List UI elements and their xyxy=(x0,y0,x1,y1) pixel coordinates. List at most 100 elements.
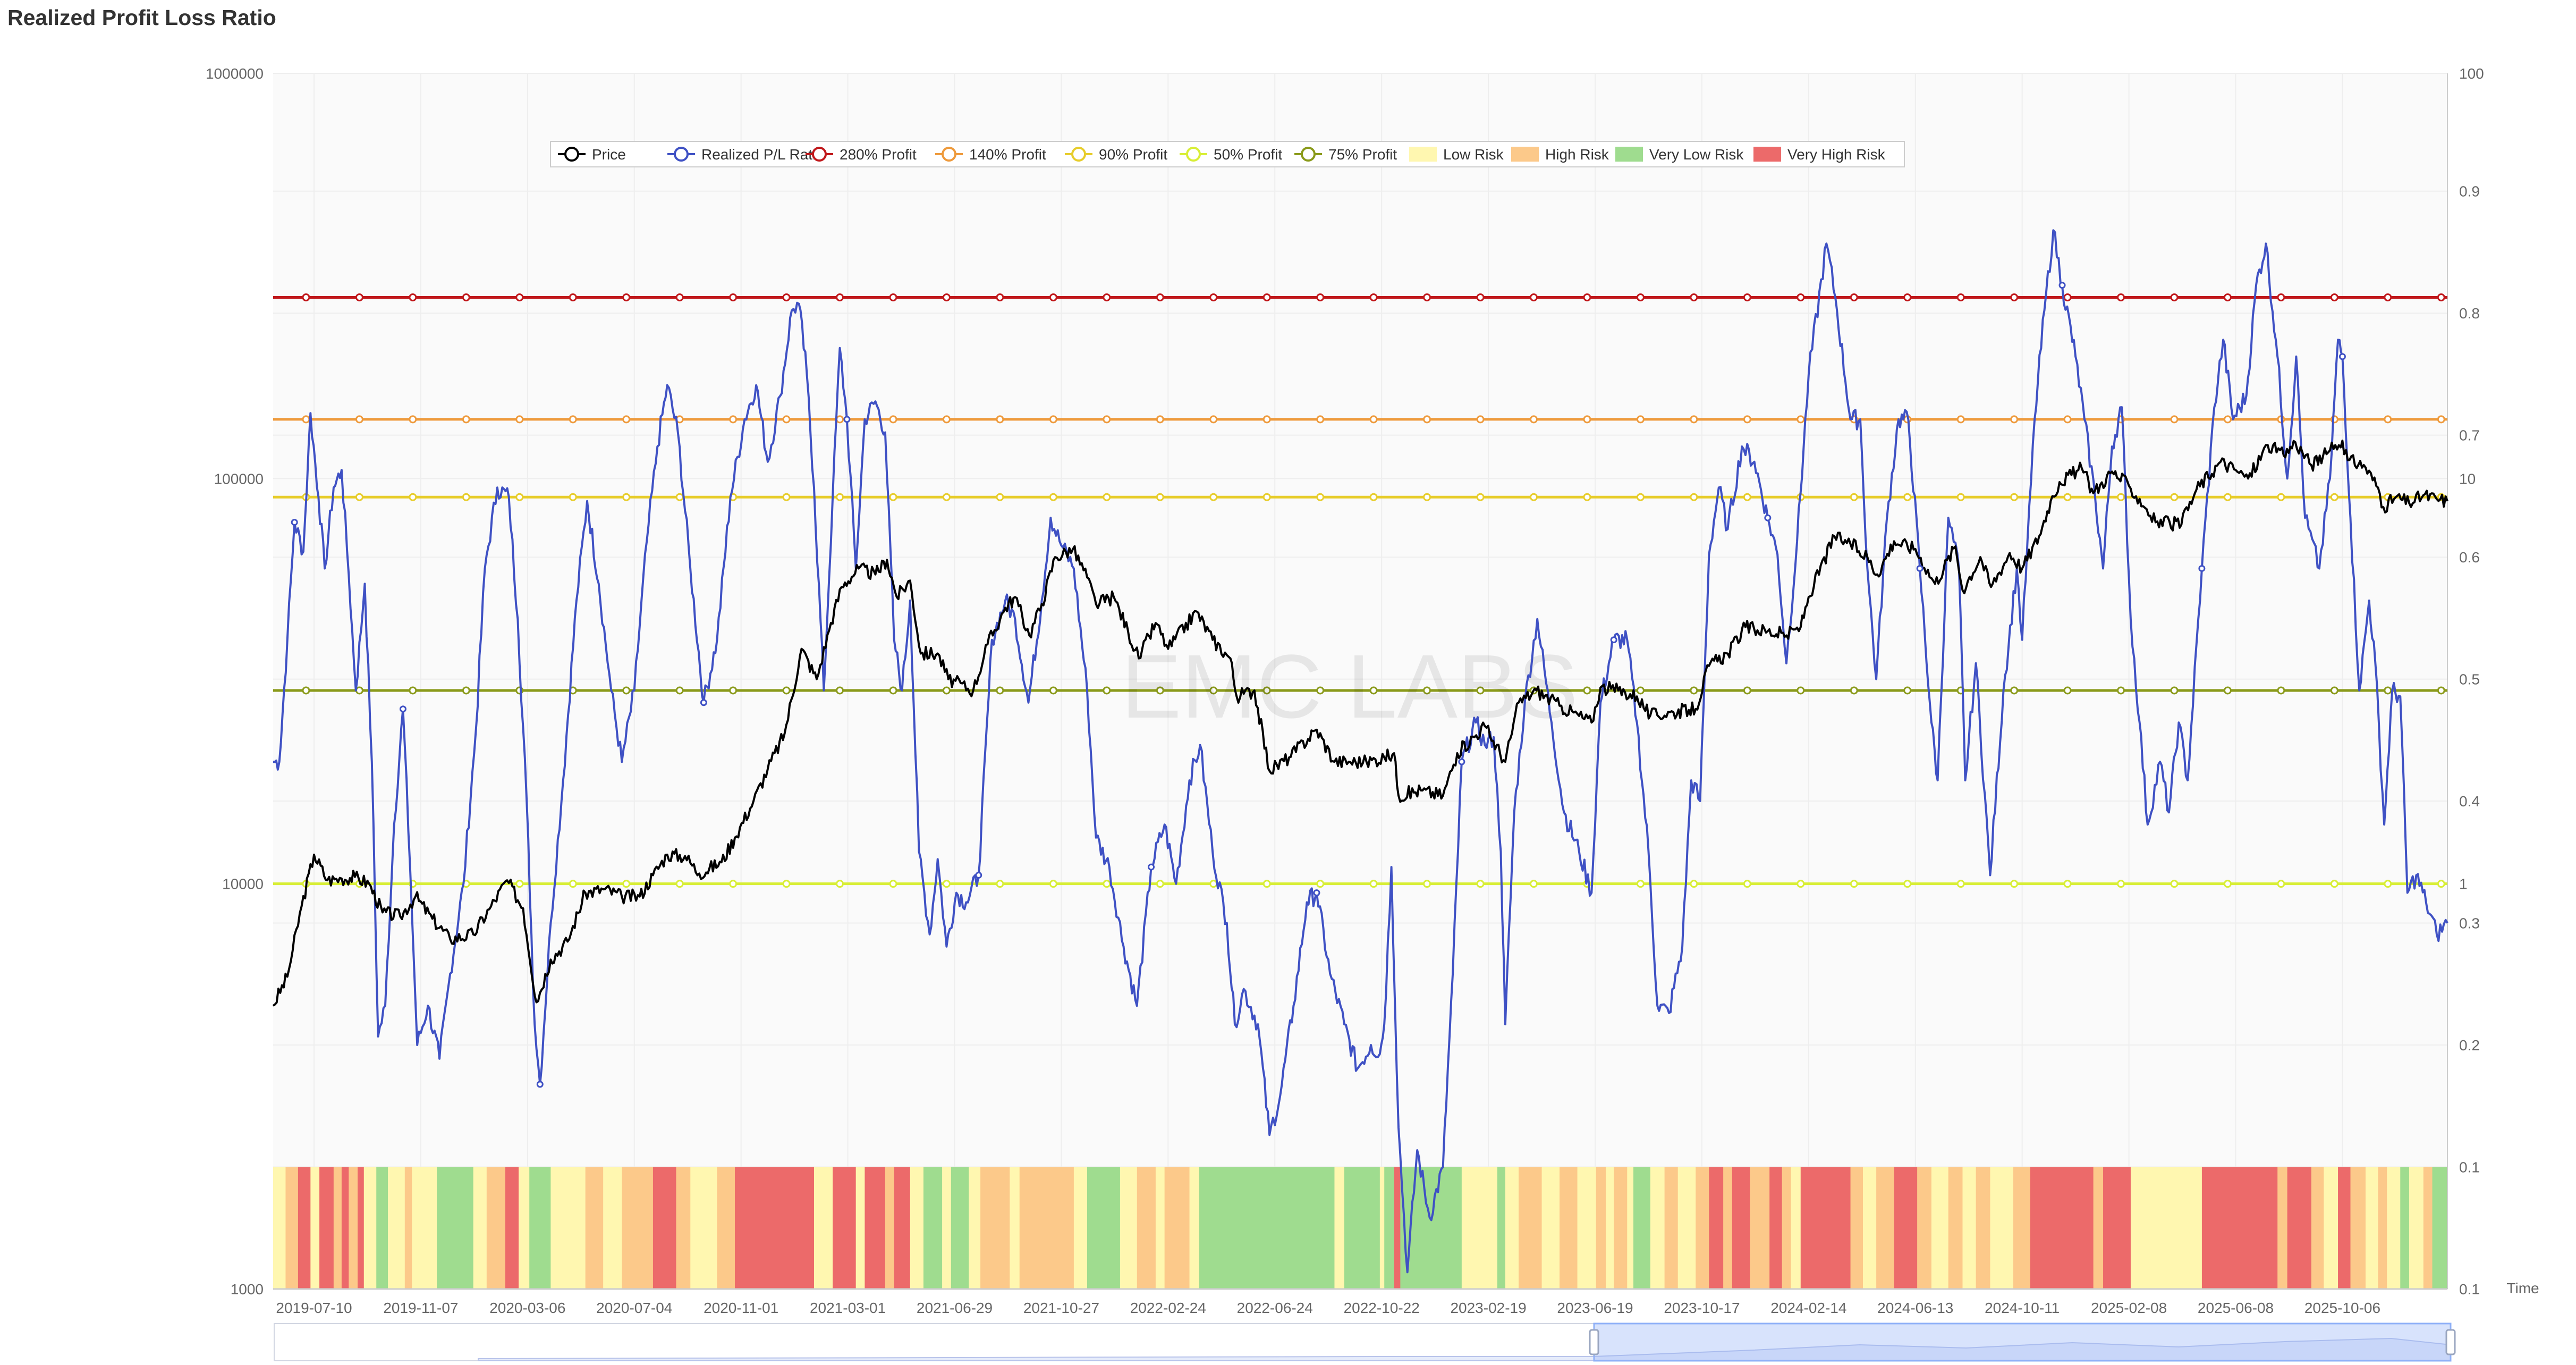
risk-segment-very-high xyxy=(358,1167,365,1289)
threshold-marker xyxy=(2223,686,2232,695)
risk-segment-high xyxy=(2423,1167,2433,1289)
ratio-marker xyxy=(1313,889,1320,897)
threshold-marker xyxy=(1103,686,1111,695)
threshold-marker xyxy=(1049,293,1057,301)
legend-label: Very Low Risk xyxy=(1649,146,1744,163)
risk-segment-low xyxy=(412,1167,437,1289)
threshold-marker xyxy=(2170,880,2179,888)
threshold-marker xyxy=(889,493,897,501)
threshold-marker xyxy=(1316,493,1325,501)
threshold-marker xyxy=(942,293,951,301)
threshold-marker xyxy=(2063,686,2072,695)
risk-segment-very-low xyxy=(1087,1167,1121,1289)
threshold-marker xyxy=(2330,686,2338,695)
threshold-marker xyxy=(462,493,470,501)
threshold-marker xyxy=(836,686,844,695)
ratio-marker xyxy=(700,699,707,706)
zoom-window[interactable] xyxy=(1593,1322,2452,1362)
threshold-marker xyxy=(1797,415,1805,424)
threshold-marker xyxy=(1850,293,1858,301)
ratio-series-line xyxy=(273,229,2448,1274)
threshold-marker xyxy=(1956,293,1965,301)
legend-item[interactable]: 280% Profit xyxy=(806,146,917,163)
zoom-slider[interactable] xyxy=(274,1322,2456,1362)
risk-segment-very-low xyxy=(923,1167,943,1289)
legend-item[interactable]: 90% Profit xyxy=(1065,146,1167,163)
legend-item[interactable]: Very High Risk xyxy=(1753,146,1886,163)
right-tick-label: 0.9 xyxy=(2459,183,2480,200)
legend-label: 75% Profit xyxy=(1328,146,1397,163)
threshold-marker xyxy=(729,415,738,424)
threshold-marker xyxy=(1476,493,1485,501)
threshold-marker xyxy=(1743,415,1751,424)
threshold-marker xyxy=(1636,493,1645,501)
threshold-marker xyxy=(1476,880,1485,888)
threshold-marker xyxy=(1956,880,1965,888)
x-tick-label: 2020-03-06 xyxy=(489,1300,565,1316)
threshold-marker xyxy=(622,293,631,301)
legend-item[interactable]: 50% Profit xyxy=(1180,146,1282,163)
threshold-marker xyxy=(1476,686,1485,695)
threshold-marker xyxy=(675,493,684,501)
threshold-marker xyxy=(2223,493,2232,501)
legend-swatch-icon xyxy=(1409,147,1437,162)
risk-segment-low xyxy=(1379,1167,1385,1289)
risk-segment-very-high xyxy=(505,1167,519,1289)
risk-segment-very-high xyxy=(894,1167,911,1289)
risk-segment-low xyxy=(1334,1167,1345,1289)
right-tick-label: 100 xyxy=(2459,65,2484,82)
legend-item[interactable]: Realized P/L Ratio xyxy=(667,146,824,163)
zoom-handle-left[interactable] xyxy=(1589,1329,1599,1355)
risk-segment-low xyxy=(2409,1167,2424,1289)
threshold-marker xyxy=(1690,880,1698,888)
legend-label: Very High Risk xyxy=(1787,146,1886,163)
legend-item[interactable]: High Risk xyxy=(1511,146,1609,163)
threshold-marker xyxy=(1209,493,1218,501)
threshold-marker xyxy=(1903,493,1912,501)
right-tick-label: 0.3 xyxy=(2459,915,2480,932)
threshold-marker xyxy=(1103,493,1111,501)
threshold-marker xyxy=(2330,880,2338,888)
legend[interactable]: Price Realized P/L Ratio 280% Profit 140% P… xyxy=(550,141,1905,167)
legend-item[interactable]: 75% Profit xyxy=(1294,146,1397,163)
threshold-marker xyxy=(1583,493,1591,501)
legend-swatch-icon xyxy=(1753,147,1781,162)
x-tick-label: 2023-06-19 xyxy=(1557,1300,1633,1316)
threshold-marker xyxy=(1690,493,1698,501)
threshold-marker xyxy=(1316,293,1325,301)
risk-segment-very-high xyxy=(298,1167,311,1289)
threshold-marker xyxy=(1529,415,1538,424)
right-tick-label: 0.1 xyxy=(2459,1281,2480,1297)
risk-segment-high xyxy=(1917,1167,1932,1289)
risk-segment-very-high xyxy=(1800,1167,1851,1289)
threshold-marker xyxy=(2277,493,2285,501)
right-tick-label: 0.1 xyxy=(2459,1159,2480,1176)
left-tick-label: 10000 xyxy=(222,876,264,892)
legend-item[interactable]: Very Low Risk xyxy=(1615,146,1744,163)
threshold-marker xyxy=(1529,293,1538,301)
legend-item[interactable]: Price xyxy=(558,146,626,163)
threshold-marker xyxy=(2170,686,2179,695)
zoom-handle-right[interactable] xyxy=(2445,1329,2456,1355)
risk-segment-very-high xyxy=(1394,1167,1401,1289)
ratio-marker xyxy=(291,519,298,526)
risk-segment-low xyxy=(1677,1167,1696,1289)
threshold-marker xyxy=(2384,880,2392,888)
threshold-marker xyxy=(515,415,524,424)
threshold-marker xyxy=(1476,415,1485,424)
risk-segment-high xyxy=(1596,1167,1606,1289)
risk-segment-low xyxy=(1931,1167,1949,1289)
risk-segment-low xyxy=(1461,1167,1498,1289)
threshold-marker xyxy=(1636,293,1645,301)
legend-circle-icon xyxy=(1071,147,1086,162)
risk-segment-very-high xyxy=(2201,1167,2278,1289)
threshold-marker xyxy=(302,415,310,424)
legend-item[interactable]: Low Risk xyxy=(1409,146,1504,163)
risk-segment-high xyxy=(622,1167,654,1289)
x-tick-label: 2023-02-19 xyxy=(1450,1300,1526,1316)
threshold-marker xyxy=(1262,880,1271,888)
risk-segment-very-low xyxy=(1344,1167,1380,1289)
threshold-marker xyxy=(2063,293,2072,301)
series xyxy=(272,229,2448,1274)
legend-item[interactable]: 140% Profit xyxy=(935,146,1046,163)
